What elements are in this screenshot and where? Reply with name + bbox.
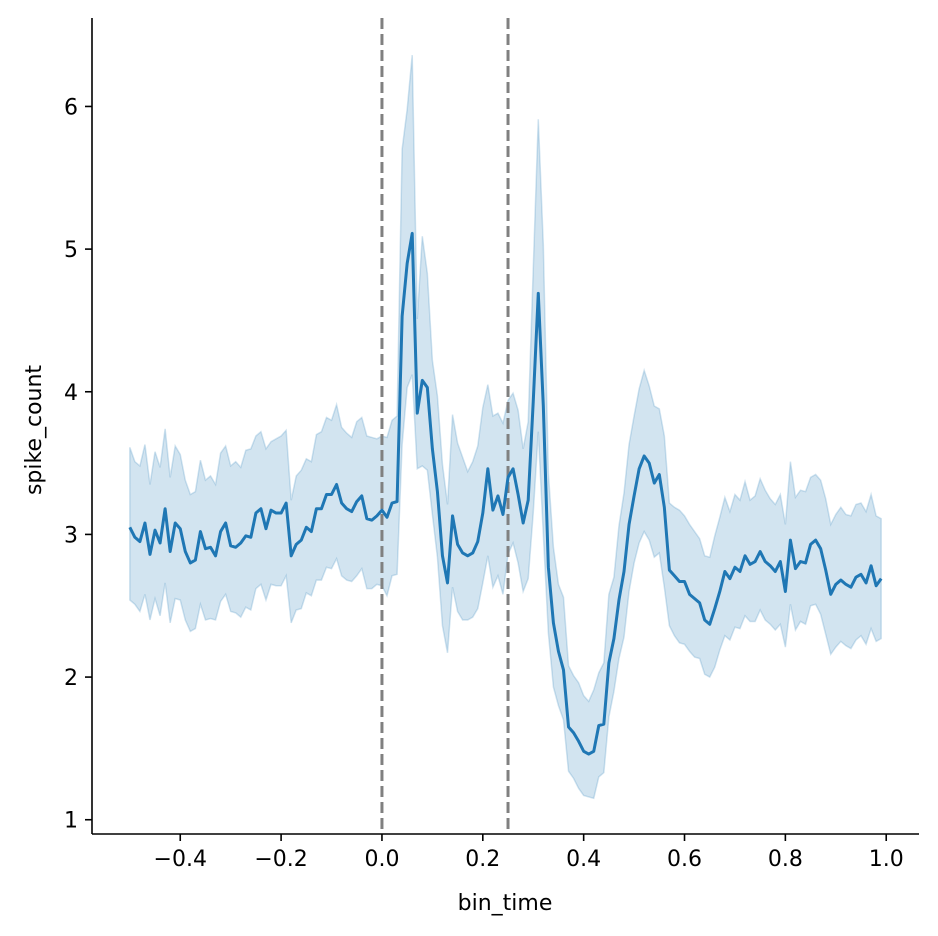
x-tick-label: 0.0	[364, 847, 399, 872]
x-tick-label: 0.4	[566, 847, 601, 872]
y-tick-label: 1	[64, 809, 78, 834]
mean-line	[128, 231, 883, 756]
y-tick-label: 6	[64, 95, 78, 120]
ci-band-layer	[129, 55, 882, 800]
y-axis-label: spike_count	[22, 365, 47, 495]
x-tick-label: 0.6	[667, 847, 702, 872]
axes-layer	[91, 18, 919, 835]
x-axis-label: bin_time	[458, 891, 553, 916]
y-ticks: 1 2 3 4 5 6	[64, 95, 92, 834]
series-line-layer	[128, 231, 883, 756]
x-tick-label: 0.8	[768, 847, 803, 872]
x-tick-label: 1.0	[869, 847, 904, 872]
x-tick-label: −0.4	[154, 847, 207, 872]
reference-lines-layer	[380, 18, 510, 834]
y-tick-label: 2	[64, 666, 78, 691]
y-tick-label: 3	[64, 523, 78, 548]
y-tick-label: 5	[64, 238, 78, 263]
x-ticks: −0.4 −0.2 0.0 0.2 0.4 0.6 0.8 1.0	[154, 834, 904, 872]
x-tick-label: 0.2	[465, 847, 500, 872]
y-tick-label: 4	[64, 381, 78, 406]
confidence-band	[129, 55, 882, 800]
x-tick-label: −0.2	[254, 847, 307, 872]
